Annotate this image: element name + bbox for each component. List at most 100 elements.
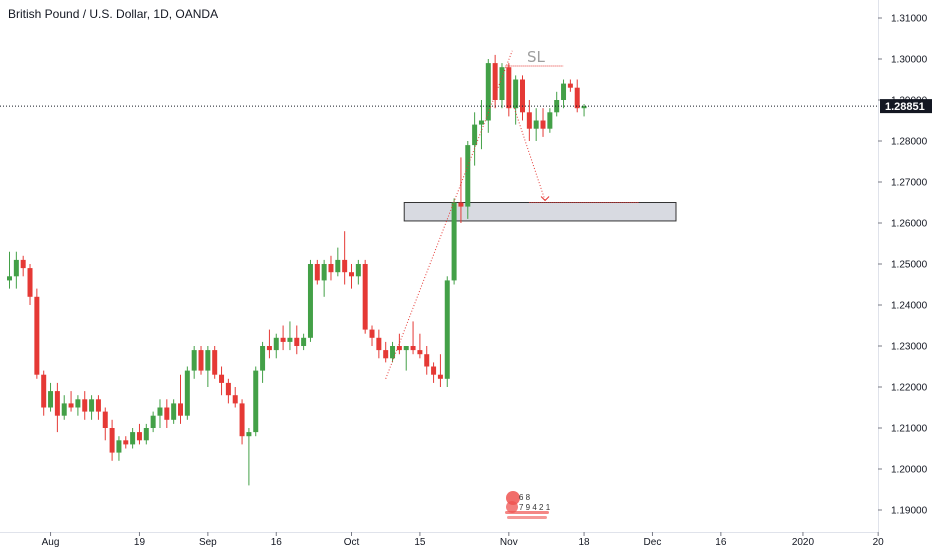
- candle: [520, 75, 525, 121]
- candle-body: [437, 374, 443, 379]
- candle: [198, 346, 204, 375]
- projection-arrow[interactable]: [513, 108, 546, 201]
- price-tick-label: 1.31000: [891, 14, 928, 25]
- stop-loss-label[interactable]: SL: [527, 48, 546, 66]
- candle-body: [82, 399, 88, 412]
- time-tick-label: 18: [578, 537, 590, 548]
- candle-body: [301, 337, 307, 346]
- candle-body: [239, 403, 245, 437]
- candle-body: [410, 346, 416, 351]
- target-zone[interactable]: [403, 202, 677, 222]
- candle-body: [567, 83, 573, 88]
- candle-body: [362, 264, 368, 330]
- candle-body: [232, 395, 238, 404]
- candle-body: [492, 63, 498, 100]
- candle: [280, 325, 286, 351]
- candle-body: [478, 120, 484, 125]
- chart-plot-area[interactable]: SL: [0, 48, 878, 486]
- candle: [34, 288, 40, 379]
- candle: [506, 63, 512, 117]
- candle: [547, 108, 553, 133]
- candle: [191, 346, 197, 379]
- candle: [513, 75, 519, 125]
- candle-body: [191, 350, 197, 371]
- candle: [54, 382, 60, 433]
- time-tick-label: 16: [715, 537, 727, 548]
- candle-body: [225, 382, 231, 396]
- candle-body: [171, 403, 177, 420]
- candle: [136, 423, 142, 445]
- candle: [82, 391, 88, 420]
- candle: [581, 104, 587, 117]
- candle: [130, 428, 136, 449]
- candle-body: [178, 403, 183, 416]
- candle-body: [424, 354, 430, 367]
- candle-body: [20, 259, 26, 269]
- candle: [41, 370, 47, 416]
- candle-body: [205, 350, 211, 371]
- candle: [574, 79, 580, 113]
- candle-body: [136, 432, 142, 441]
- time-tick-label: Sep: [199, 537, 217, 548]
- price-tick-label: 1.25000: [891, 260, 928, 271]
- time-axis[interactable]: Aug 19 Sep 16 Oct 15 Nov 18 Dec 16 2020 20: [0, 532, 884, 548]
- candle-body: [520, 79, 525, 113]
- candle: [7, 251, 12, 289]
- time-tick-label: 2020: [792, 537, 815, 548]
- candle-body: [75, 399, 81, 408]
- candle-body: [513, 79, 519, 109]
- candle: [485, 59, 491, 133]
- candle-body: [451, 202, 457, 281]
- candle-body: [417, 350, 423, 355]
- price-tick-label: 1.24000: [891, 301, 928, 312]
- candle-body: [369, 329, 375, 338]
- candle: [458, 157, 464, 223]
- candle: [307, 259, 313, 342]
- candle-body: [109, 428, 115, 453]
- drawings[interactable]: [385, 50, 564, 379]
- target-zone-rect[interactable]: [403, 202, 677, 222]
- candle-body: [321, 264, 327, 281]
- candle-body: [403, 346, 409, 351]
- candle-body: [123, 440, 129, 445]
- candle-body: [376, 337, 382, 351]
- candle-body: [396, 346, 402, 351]
- candle-body: [95, 399, 101, 412]
- candle-body: [458, 202, 464, 207]
- candle-body: [157, 407, 163, 416]
- candle: [102, 407, 108, 441]
- candle-body: [287, 337, 293, 342]
- candle: [533, 108, 539, 141]
- candle-body: [342, 259, 348, 273]
- candle: [164, 399, 170, 428]
- candle: [465, 141, 471, 219]
- candle: [68, 391, 74, 412]
- candle-body: [485, 63, 491, 121]
- candle: [499, 63, 505, 109]
- price-tick-label: 1.21000: [891, 424, 928, 435]
- candle-body: [89, 399, 95, 412]
- candle: [75, 395, 81, 416]
- time-tick-label: 15: [414, 537, 426, 548]
- price-axis[interactable]: 1.310001.300001.290001.280001.270001.260…: [878, 0, 932, 532]
- candle: [143, 423, 149, 445]
- candle: [239, 399, 245, 445]
- price-tick-label: 1.19000: [891, 506, 928, 517]
- candle-body: [61, 403, 67, 416]
- candle: [184, 366, 190, 420]
- candle-body: [273, 337, 279, 351]
- candle: [335, 247, 341, 277]
- candle-body: [472, 124, 478, 146]
- time-tick-label: 20: [873, 537, 885, 548]
- candle: [321, 259, 327, 297]
- candle-body: [150, 415, 156, 428]
- tradingview-logo[interactable]: 6 8 7 9 4 2 1: [505, 491, 551, 519]
- candle: [396, 333, 402, 355]
- candle: [20, 255, 26, 277]
- candle: [349, 264, 354, 289]
- candle: [266, 329, 272, 359]
- candle-body: [335, 259, 341, 273]
- candle: [294, 325, 300, 355]
- candle: [444, 276, 450, 387]
